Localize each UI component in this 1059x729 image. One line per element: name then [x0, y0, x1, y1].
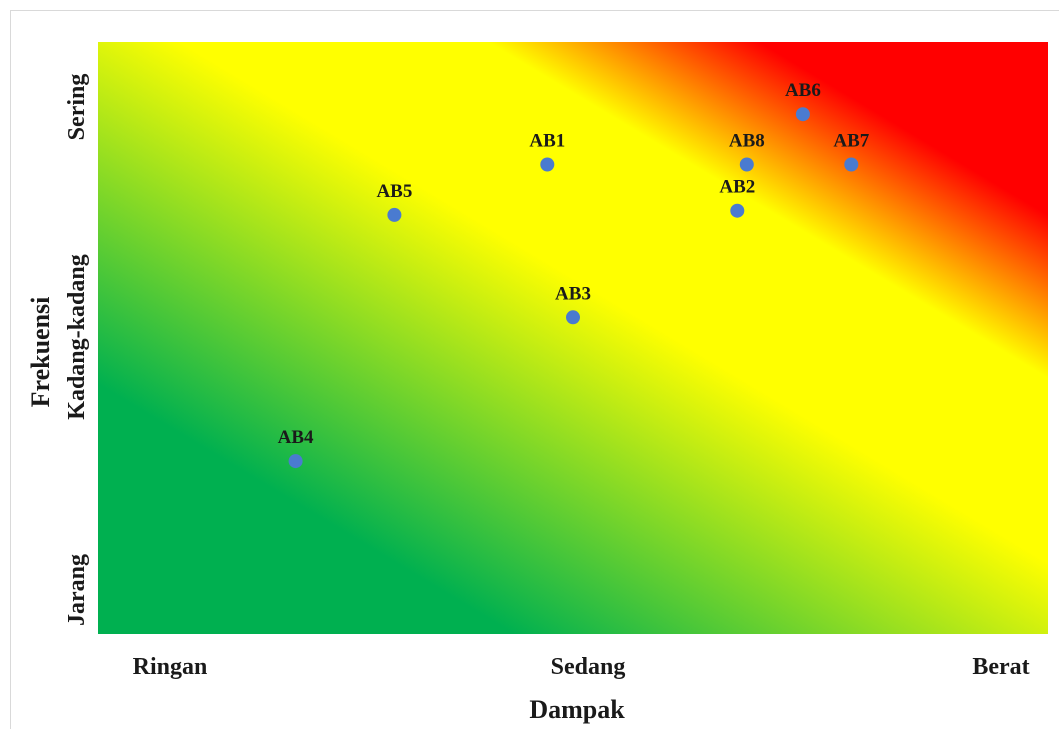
data-point-ab1	[540, 157, 555, 172]
x-axis-title: Dampak	[529, 695, 625, 724]
point-label-ab5: AB5	[376, 181, 412, 202]
data-point-ab3	[566, 310, 580, 325]
point-label-ab6: AB6	[785, 80, 821, 101]
data-point-ab4	[288, 454, 303, 469]
x-tick-ringan: Ringan	[133, 654, 208, 680]
data-point-ab2	[730, 203, 745, 218]
point-label-ab1: AB1	[529, 131, 565, 152]
plot-area	[98, 42, 1048, 634]
point-label-ab7: AB7	[833, 131, 869, 152]
data-point-ab5	[387, 207, 402, 222]
y-tick-jarang: Jarang	[64, 554, 90, 626]
data-point-ab7	[844, 157, 859, 172]
data-point-ab6	[795, 107, 810, 122]
y-tick-kadang-kadang: Kadang-kadang	[64, 254, 90, 419]
chart-frame	[10, 10, 1059, 729]
point-label-ab2: AB2	[719, 177, 755, 198]
point-label-ab3: AB3	[555, 283, 591, 304]
y-axis-title: Frekuensi	[26, 297, 55, 408]
x-tick-sedang: Sedang	[551, 654, 626, 680]
point-label-ab4: AB4	[278, 427, 314, 448]
y-tick-sering: Sering	[64, 74, 90, 141]
data-point-ab8	[739, 157, 754, 172]
points-layer: AB1 AB2 AB3 AB4 AB5 AB6 AB7 AB8	[278, 80, 870, 469]
point-label-ab8: AB8	[729, 131, 765, 152]
x-tick-berat: Berat	[972, 654, 1029, 680]
